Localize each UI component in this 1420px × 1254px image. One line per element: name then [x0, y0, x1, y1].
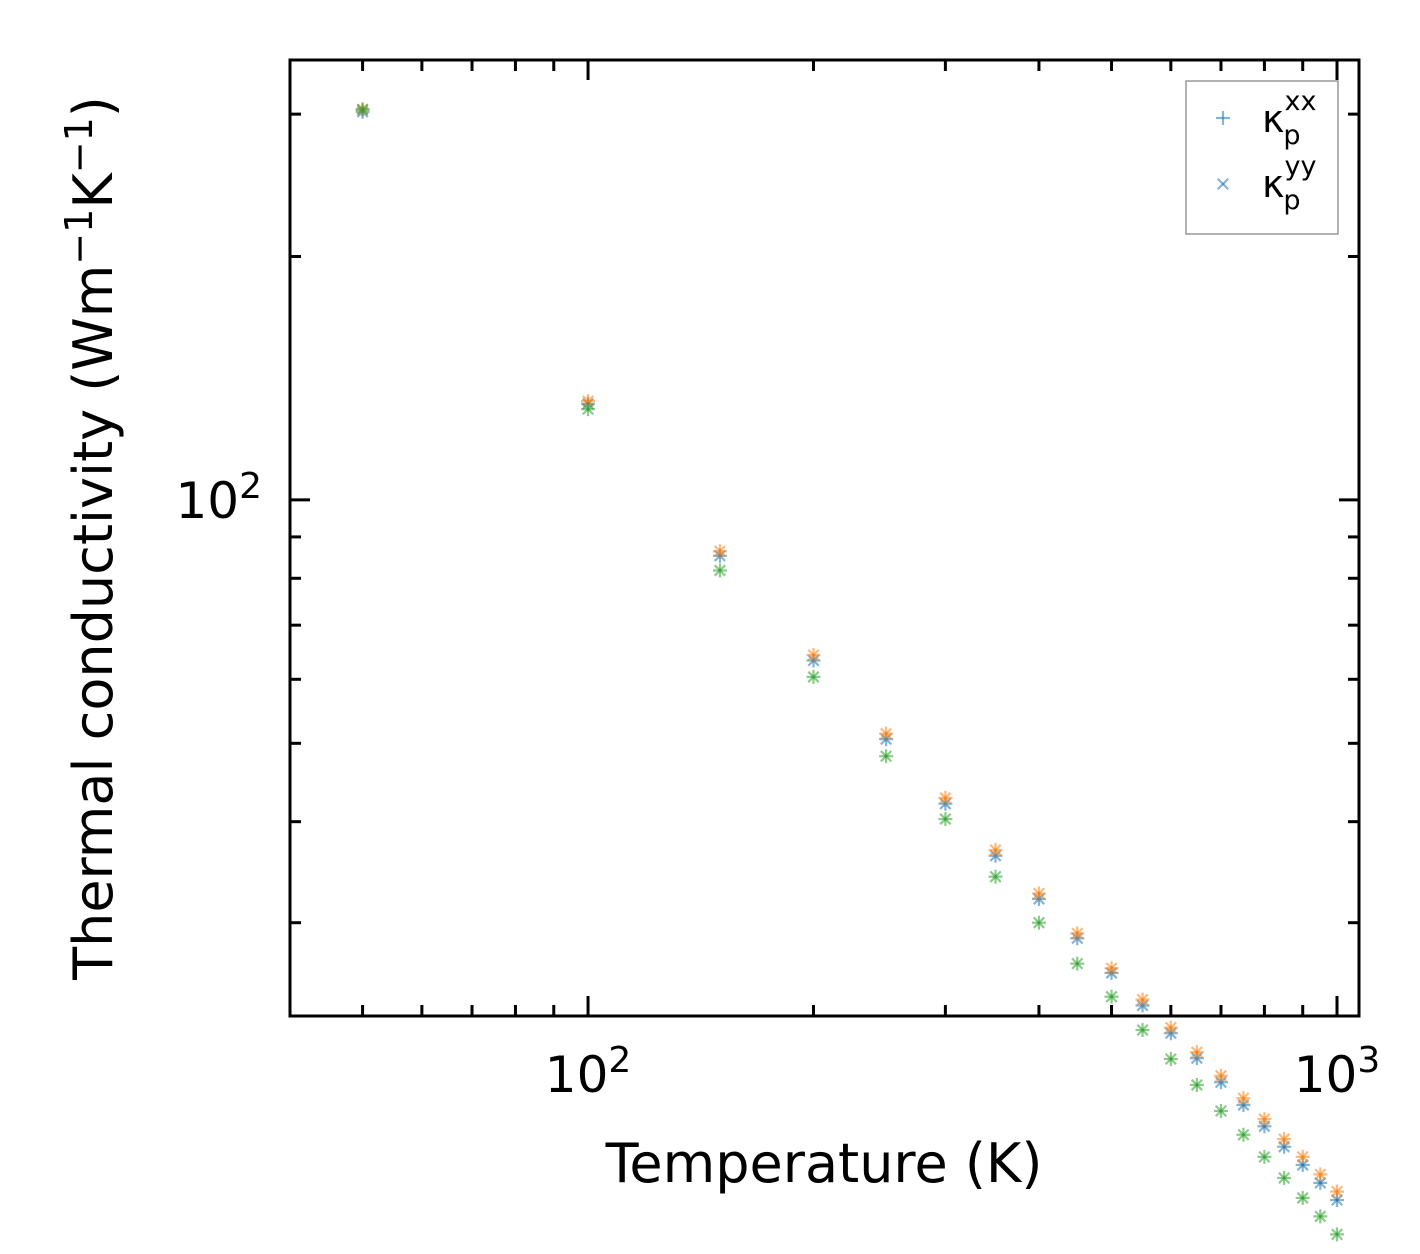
data-point-green [355, 102, 370, 117]
x-axis-label: Temperature (K) [605, 1132, 1043, 1195]
data-point-orange [988, 843, 1003, 858]
data-point-green [806, 669, 821, 684]
data-point-orange [1277, 1132, 1292, 1147]
legend-symbol-plus [1216, 111, 1230, 125]
y-axis-label-mid: K [62, 172, 125, 209]
data-point-orange [1213, 1068, 1228, 1083]
legend-marker-x [1216, 177, 1230, 191]
y-axis-label-main: Thermal conductivity (Wm [62, 265, 125, 981]
legend-entry-kappa-xx: κpxx [1216, 86, 1317, 151]
data-point-orange [1070, 926, 1085, 941]
data-point-green [1070, 956, 1085, 971]
data-point-green [1135, 1023, 1150, 1038]
data-point-orange [806, 647, 821, 662]
tick-marks [288, 60, 1359, 1016]
data-point-orange [1329, 1184, 1344, 1199]
legend-marker-plus [1216, 111, 1230, 125]
data-point-green [1236, 1127, 1251, 1142]
legend-entry-kappa-yy: κpyy [1216, 151, 1317, 216]
legend-label-sub: p [1283, 120, 1300, 151]
data-point-green [1277, 1171, 1292, 1186]
data-point-green [1104, 989, 1119, 1004]
data-point-green [938, 812, 953, 827]
legend-symbol-x [1216, 177, 1230, 191]
x-tick-label: 102 [545, 1040, 632, 1104]
data-point-orange [938, 790, 953, 805]
data-point-green [1295, 1190, 1310, 1205]
data-point-green [1257, 1149, 1272, 1164]
legend-label-sup: xx [1285, 86, 1317, 117]
legend: κpxx κpyy [1185, 80, 1339, 235]
data-point-orange [1295, 1149, 1310, 1164]
tick-labels: 102 103 102 [175, 466, 1380, 1104]
data-point-green [1213, 1103, 1228, 1118]
data-point-green [1313, 1209, 1328, 1224]
legend-label-kappa-yy: κpyy [1262, 151, 1317, 216]
y-axis-label-sup2: −1 [57, 117, 101, 173]
data-point-green [1163, 1051, 1178, 1066]
data-point-orange [1313, 1167, 1328, 1182]
data-point-green [712, 563, 727, 578]
data-point-orange [1189, 1045, 1204, 1060]
data-point-orange [712, 544, 727, 559]
legend-label-base: κ [1262, 162, 1284, 206]
legend-label-sub: p [1283, 185, 1300, 216]
plot-frame [288, 58, 1361, 1018]
data-point-orange [1236, 1091, 1251, 1106]
x-tick-label: 103 [1294, 1040, 1381, 1104]
legend-label-sup: yy [1285, 151, 1317, 182]
data-point-green [879, 749, 894, 764]
y-tick-label: 102 [175, 466, 262, 530]
y-axis-label-end: ) [62, 96, 125, 117]
data-point-green [581, 402, 596, 417]
data-point-orange [1163, 1020, 1178, 1035]
legend-label-kappa-xx: κpxx [1262, 86, 1317, 151]
data-point-orange [1104, 961, 1119, 976]
y-axis-label: Thermal conductivity (Wm−1K−1) [57, 96, 125, 981]
data-point-green [988, 869, 1003, 884]
data-point-orange [879, 726, 894, 741]
data-point-orange [1135, 992, 1150, 1007]
legend-label-base: κ [1262, 97, 1284, 141]
data-point-orange [1257, 1112, 1272, 1127]
data-point-green [1031, 915, 1046, 930]
data-markers [355, 102, 1344, 1242]
data-point-green [1329, 1227, 1344, 1242]
data-point-green [1189, 1077, 1204, 1092]
data-point-orange [1031, 886, 1046, 901]
legend-frame [1185, 80, 1339, 235]
y-axis-label-sup1: −1 [57, 209, 101, 265]
